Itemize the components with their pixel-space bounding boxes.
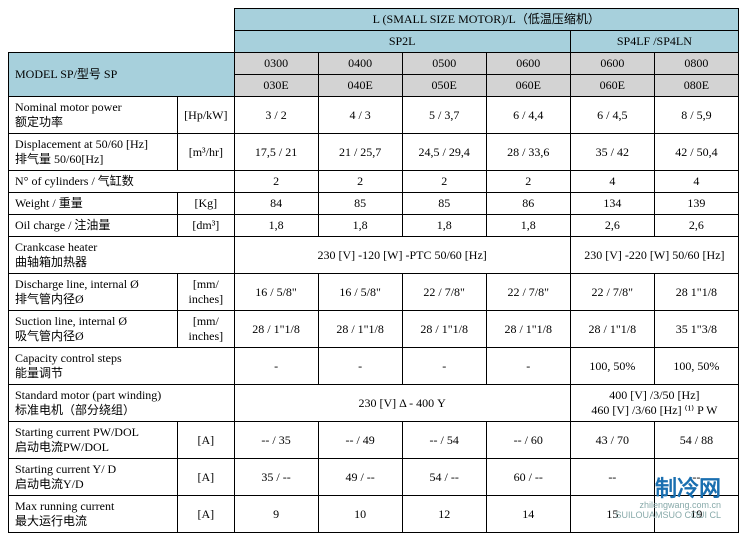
row-cylinders: N° of cylinders / 气缸数 2 2 2 2 4 4 <box>9 171 739 193</box>
main-title: L (SMALL SIZE MOTOR)/L（低温压缩机） <box>234 9 738 31</box>
series-sp2l: SP2L <box>234 31 570 53</box>
row-displacement: Displacement at 50/60 [Hz]排气量 50/60[Hz] … <box>9 134 739 171</box>
label-start-pw: Starting current PW/DOL启动电流PW/DOL <box>9 422 178 459</box>
unit-suction: [mm/inches] <box>178 311 234 348</box>
row-nominal-power: Nominal motor power额定功率 [Hp/kW] 3 / 2 4 … <box>9 97 739 134</box>
row-capacity: Capacity control steps能量调节 - - - - 100, … <box>9 348 739 385</box>
std-motor-right: 400 [V] /3/50 [Hz]460 [V] /3/60 [Hz] ⁽¹⁾… <box>570 385 738 422</box>
label-cylinders: N° of cylinders / 气缸数 <box>9 171 235 193</box>
unit-nominal-power: [Hp/kW] <box>178 97 234 134</box>
col-030e: 030E <box>234 75 318 97</box>
row-suction: Suction line, internal Ø吸气管内径Ø [mm/inche… <box>9 311 739 348</box>
col-050e: 050E <box>402 75 486 97</box>
label-max-run: Max running current最大运行电流 <box>9 496 178 533</box>
unit-oil: [dm³] <box>178 215 234 237</box>
unit-start-yd: [A] <box>178 459 234 496</box>
row-max-run: Max running current最大运行电流 [A] 9 10 12 14… <box>9 496 739 533</box>
label-displacement: Displacement at 50/60 [Hz]排气量 50/60[Hz] <box>9 134 178 171</box>
unit-max-run: [A] <box>178 496 234 533</box>
col-0300: 0300 <box>234 53 318 75</box>
crankcase-right: 230 [V] -220 [W] 50/60 [Hz] <box>570 237 738 274</box>
label-oil: Oil charge / 注油量 <box>9 215 178 237</box>
series-sp4: SP4LF /SP4LN <box>570 31 738 53</box>
col-0600b: 0600 <box>570 53 654 75</box>
label-weight: Weight / 重量 <box>9 193 178 215</box>
col-060ea: 060E <box>486 75 570 97</box>
row-crankcase: Crankcase heater曲轴箱加热器 230 [V] -120 [W] … <box>9 237 739 274</box>
label-nominal-power: Nominal motor power额定功率 <box>9 97 178 134</box>
label-start-yd: Starting current Y/ D启动电流Y/D <box>9 459 178 496</box>
col-040e: 040E <box>318 75 402 97</box>
col-0800: 0800 <box>654 53 738 75</box>
col-060eb: 060E <box>570 75 654 97</box>
label-std-motor: Standard motor (part winding)标准电机（部分绕组） <box>9 385 235 422</box>
label-suction: Suction line, internal Ø吸气管内径Ø <box>9 311 178 348</box>
crankcase-left: 230 [V] -120 [W] -PTC 50/60 [Hz] <box>234 237 570 274</box>
label-capacity: Capacity control steps能量调节 <box>9 348 235 385</box>
label-crankcase: Crankcase heater曲轴箱加热器 <box>9 237 235 274</box>
col-0600a: 0600 <box>486 53 570 75</box>
unit-start-pw: [A] <box>178 422 234 459</box>
spec-table: L (SMALL SIZE MOTOR)/L（低温压缩机） SP2L SP4LF… <box>8 8 739 533</box>
row-std-motor: Standard motor (part winding)标准电机（部分绕组） … <box>9 385 739 422</box>
unit-weight: [Kg] <box>178 193 234 215</box>
label-discharge: Discharge line, internal Ø排气管内径Ø <box>9 274 178 311</box>
row-discharge: Discharge line, internal Ø排气管内径Ø [mm/inc… <box>9 274 739 311</box>
row-oil: Oil charge / 注油量 [dm³] 1,8 1,8 1,8 1,8 2… <box>9 215 739 237</box>
row-weight: Weight / 重量 [Kg] 84 85 85 86 134 139 <box>9 193 739 215</box>
row-start-pw: Starting current PW/DOL启动电流PW/DOL [A] --… <box>9 422 739 459</box>
col-0500: 0500 <box>402 53 486 75</box>
model-label: MODEL SP/型号 SP <box>9 53 235 97</box>
row-start-yd: Starting current Y/ D启动电流Y/D [A] 35 / --… <box>9 459 739 496</box>
col-080e: 080E <box>654 75 738 97</box>
std-motor-left: 230 [V] Δ - 400 Y <box>234 385 570 422</box>
unit-displacement: [m³/hr] <box>178 134 234 171</box>
col-0400: 0400 <box>318 53 402 75</box>
unit-discharge: [mm/inches] <box>178 274 234 311</box>
